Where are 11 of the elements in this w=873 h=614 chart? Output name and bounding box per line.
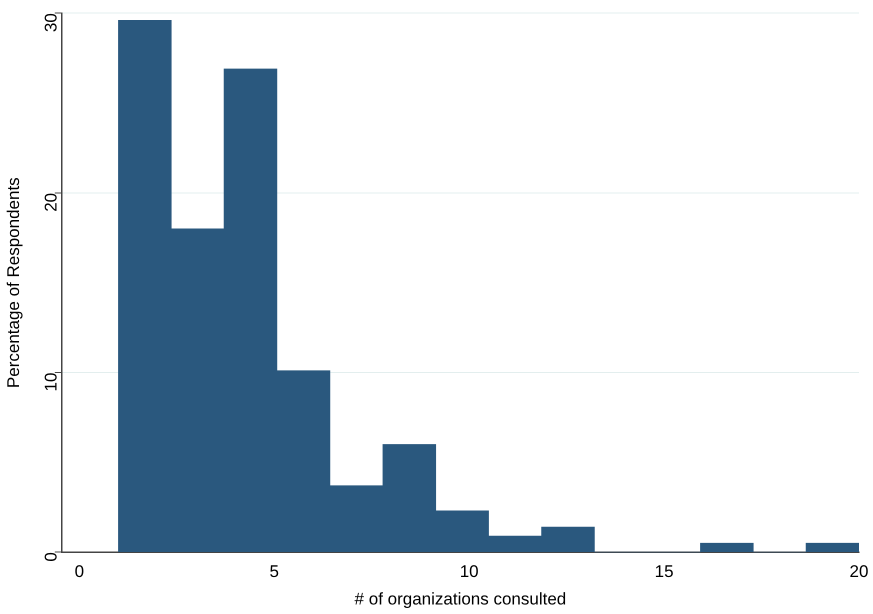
y-tick-label: 10 [41, 372, 60, 392]
y-axis-title: Percentage of Respondents [4, 177, 23, 388]
x-tick-label: 20 [850, 562, 868, 582]
x-tick-label: 5 [270, 562, 279, 582]
x-tick-label: 15 [654, 562, 674, 582]
x-tick-label: 10 [460, 562, 479, 582]
y-tick-label: 30 [41, 13, 60, 32]
x-tick-label: 0 [74, 562, 84, 582]
y-tick-label: 0 [41, 552, 60, 562]
x-axis-title: # of organizations consulted [354, 589, 566, 608]
y-tick-label: 20 [41, 192, 60, 212]
